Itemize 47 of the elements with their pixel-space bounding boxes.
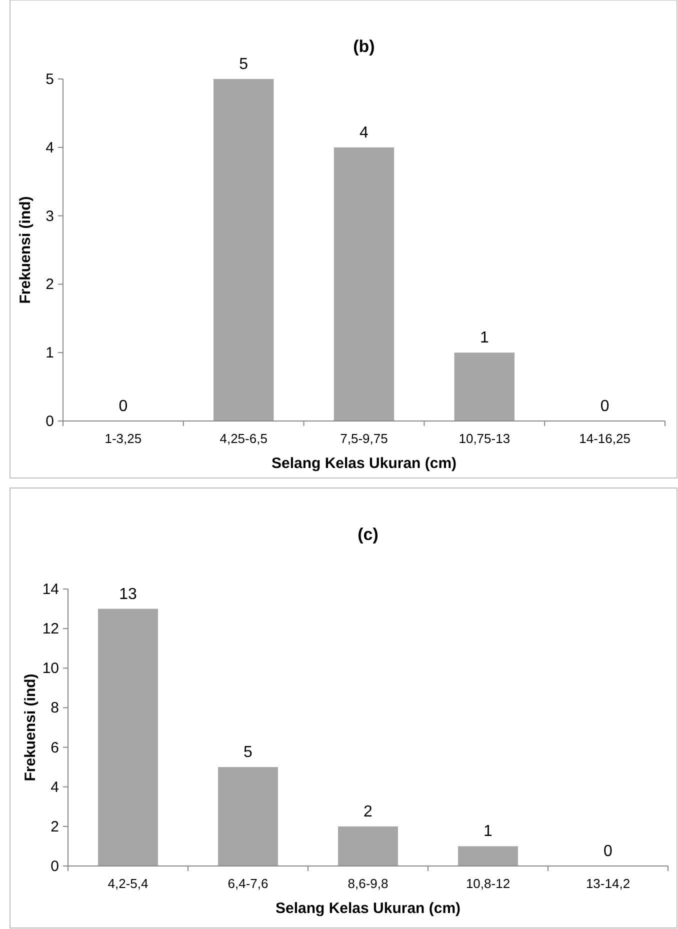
- y-tick-label: 0: [50, 858, 59, 875]
- y-tick-label: 10: [42, 660, 59, 678]
- data-label: 5: [244, 744, 253, 762]
- y-tick-label: 8: [50, 700, 59, 717]
- data-label: 0: [600, 398, 610, 415]
- y-tick-label: 0: [46, 413, 54, 430]
- y-tick-label: 4: [50, 778, 59, 796]
- x-axis-title: Selang Kelas Ukuran (cm): [271, 455, 457, 472]
- y-tick-label: 3: [46, 208, 54, 225]
- x-tick-label: 10,8-12: [466, 876, 510, 891]
- x-tick-label: 10,75-13: [458, 431, 510, 446]
- chart-title: (b): [353, 37, 375, 56]
- data-label: 4: [360, 124, 369, 142]
- y-tick-label: 6: [50, 739, 59, 756]
- y-tick-label: 1: [46, 344, 54, 362]
- x-tick-label: 4,25-6,5: [220, 431, 268, 446]
- x-tick-label: 6,4-7,6: [228, 876, 268, 891]
- bar: [454, 352, 514, 421]
- bar: [214, 79, 274, 421]
- x-tick-label: 8,6-9,8: [348, 876, 388, 891]
- data-label: 0: [604, 843, 613, 860]
- y-axis-title: Frekuensi (ind): [17, 196, 34, 304]
- y-tick-label: 4: [46, 139, 54, 156]
- data-label: 1: [480, 330, 489, 347]
- y-axis-title: Frekuensi (ind): [22, 674, 39, 782]
- x-tick-label: 4,2-5,4: [108, 876, 148, 891]
- bar: [338, 826, 398, 866]
- x-axis-title: Selang Kelas Ukuran (cm): [275, 900, 461, 917]
- x-tick-label: 7,5-9,75: [340, 431, 388, 446]
- data-label: 1: [484, 823, 493, 840]
- data-label: 0: [118, 398, 128, 415]
- bar: [218, 767, 278, 866]
- y-tick-label: 12: [42, 620, 59, 638]
- chart-title: (c): [358, 525, 378, 544]
- bar: [98, 608, 158, 866]
- y-tick-label: 14: [42, 581, 59, 598]
- y-tick-label: 2: [46, 276, 54, 294]
- x-tick-label: 1-3,25: [104, 431, 142, 446]
- bar: [458, 846, 518, 866]
- x-tick-label: 14-16,25: [579, 431, 630, 446]
- y-tick-label: 5: [46, 71, 54, 88]
- bar: [334, 147, 394, 421]
- data-label: 2: [364, 803, 373, 820]
- x-tick-label: 13-14,2: [586, 876, 630, 891]
- data-label: 5: [239, 56, 248, 73]
- y-tick-label: 2: [50, 818, 59, 836]
- data-label: 13: [119, 586, 137, 603]
